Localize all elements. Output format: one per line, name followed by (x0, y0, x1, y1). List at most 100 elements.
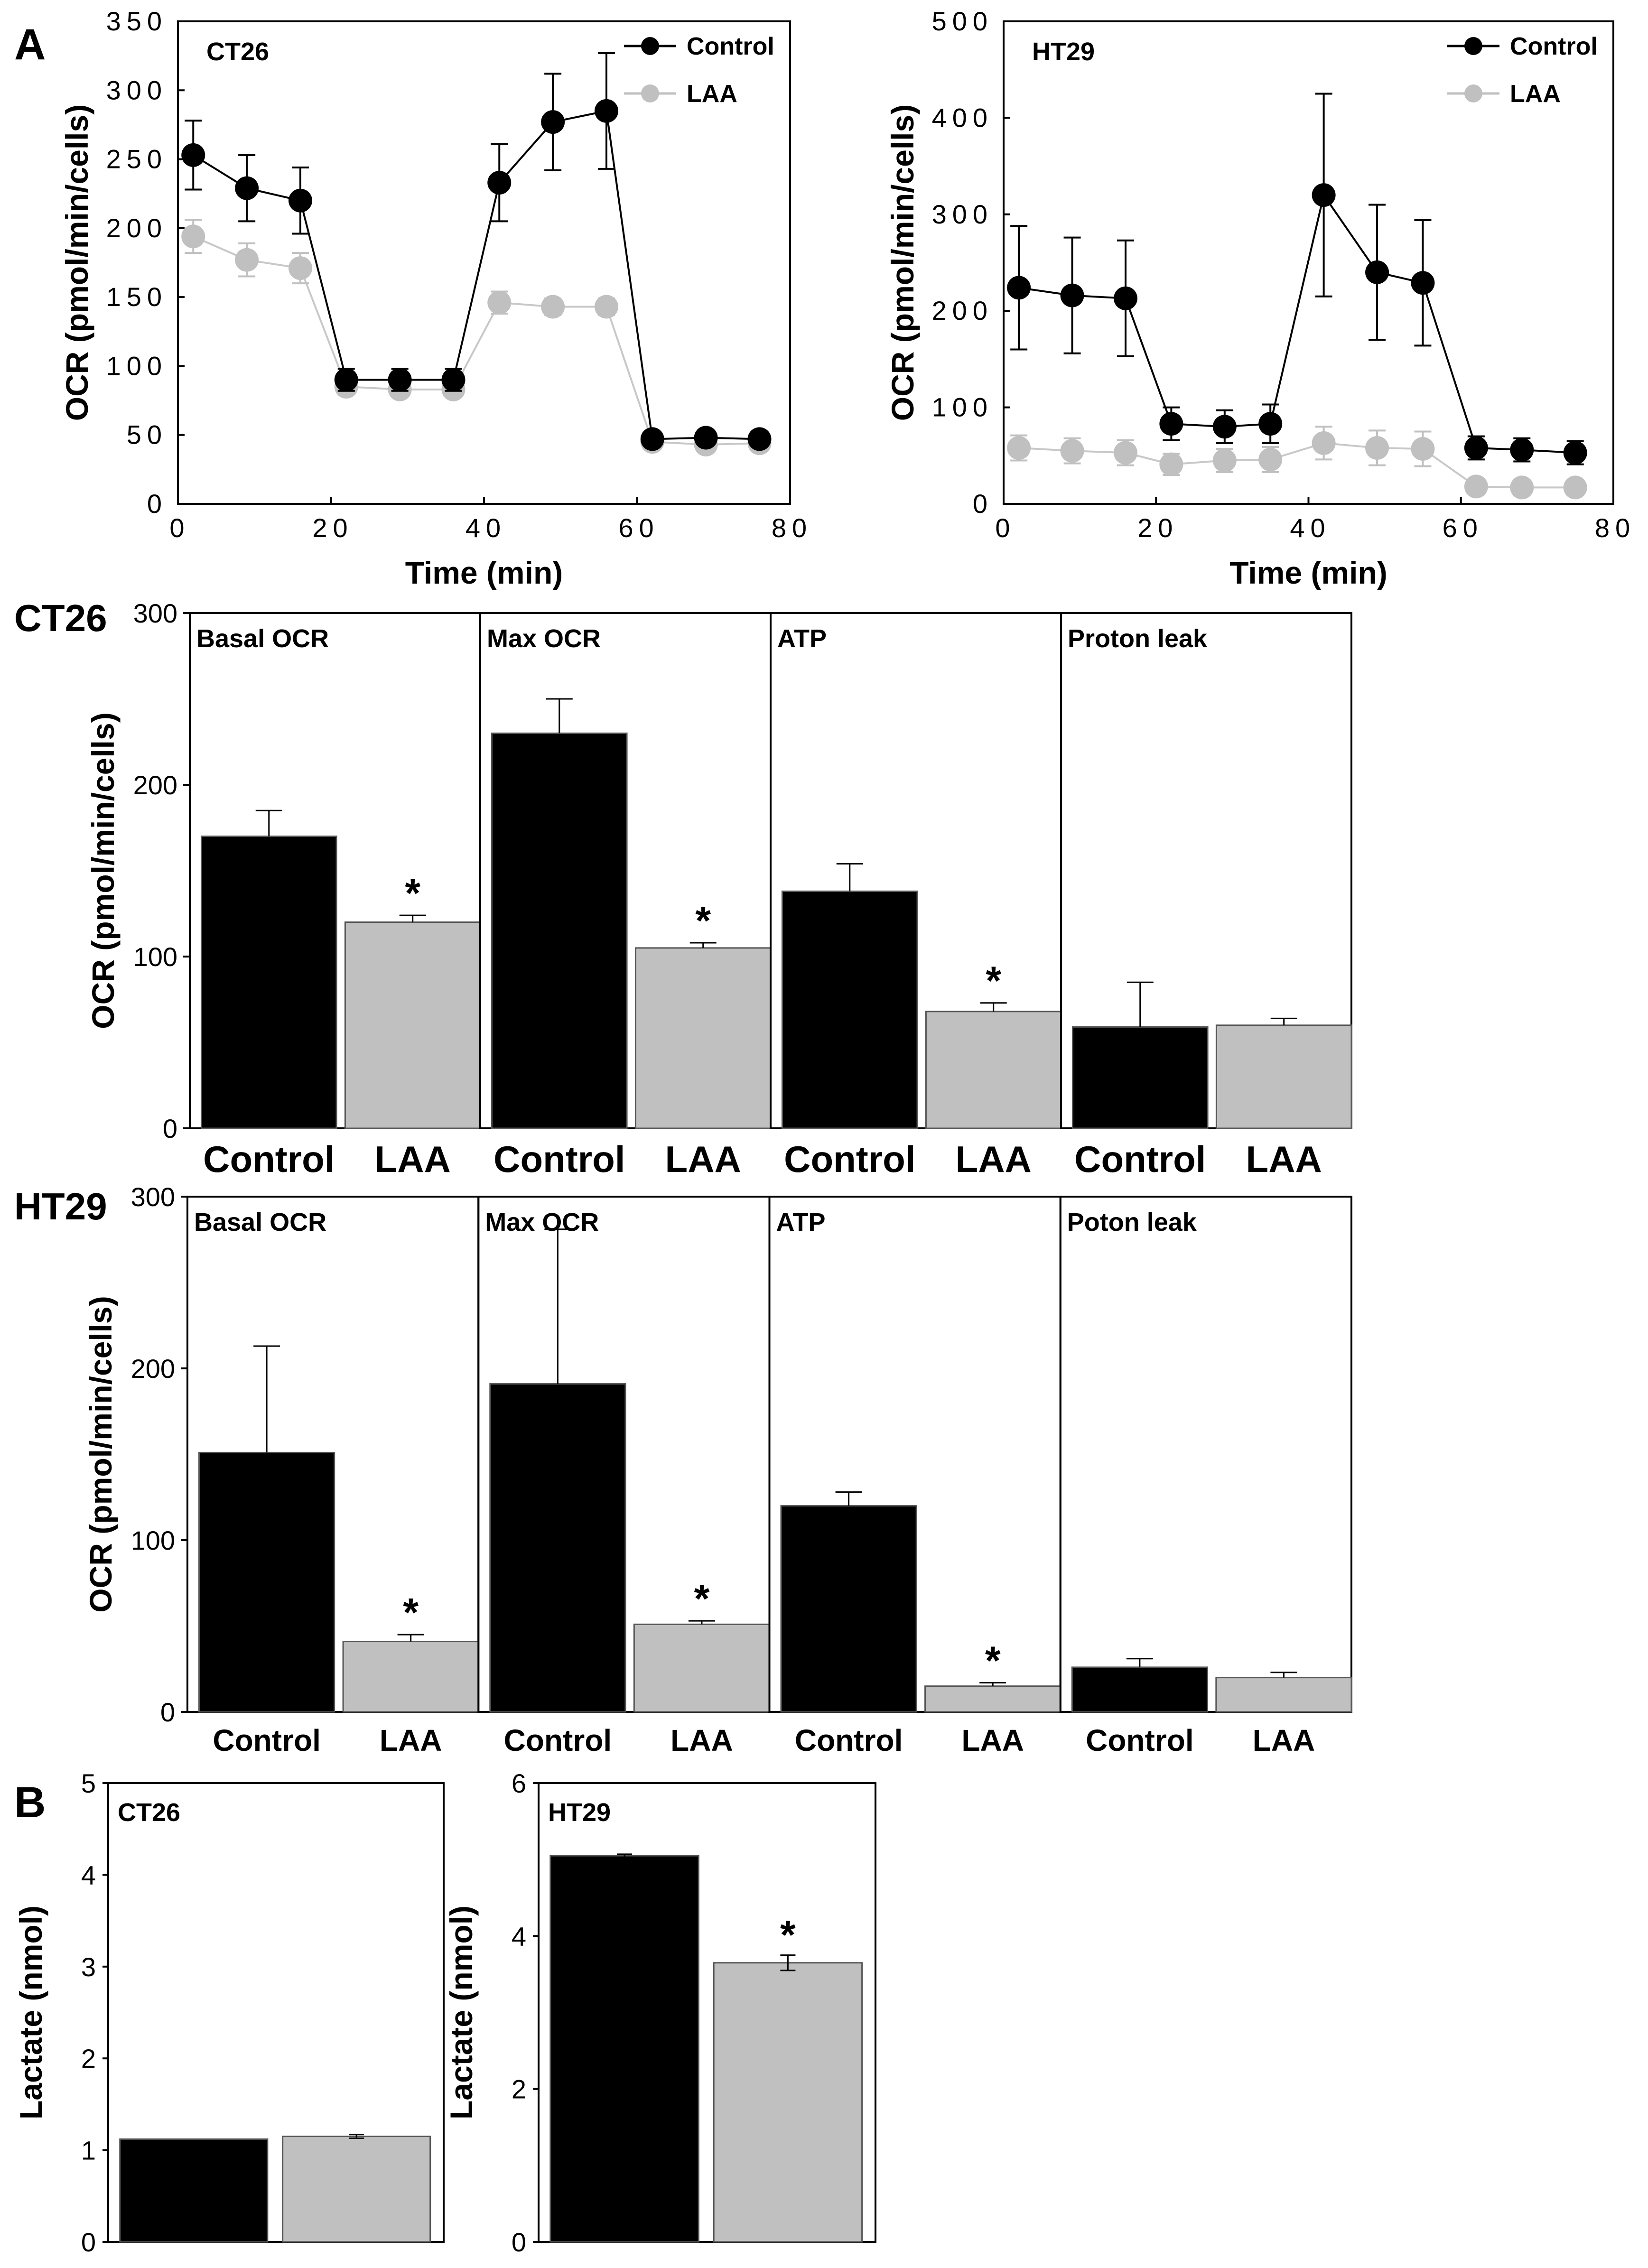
y-tick-label: 2 (81, 2044, 96, 2073)
control-data-point (1312, 183, 1336, 207)
x-tick-label: 40 (1290, 513, 1331, 543)
y-tick-label: 350 (106, 6, 168, 36)
panel-a-label: A (14, 20, 46, 69)
control-data-point (1411, 271, 1435, 295)
control-data-point (541, 110, 565, 134)
x-tick-label: 80 (1595, 513, 1636, 543)
control-bar (1071, 1666, 1208, 1713)
category-label: LAA (375, 1138, 451, 1180)
category-label: Control (570, 2267, 679, 2268)
ct26-time-course-chart: 0 50 100 150 200 250 300 350 0 20 40 60 80 Time (min)… (59, 6, 812, 590)
laa-data-point (1365, 436, 1389, 460)
y-tick-label: 300 (106, 75, 168, 105)
category-label: LAA (380, 1723, 442, 1757)
laa-data-point (1312, 431, 1336, 455)
significance-marker: * (985, 1638, 1001, 1682)
ht29-row-label: HT29 (14, 1185, 107, 1227)
laa-bar (1215, 1677, 1352, 1713)
legend-label: LAA (687, 80, 737, 108)
laa-bar (924, 1685, 1061, 1713)
significance-marker: * (986, 958, 1001, 1003)
laa-data-point (541, 295, 565, 319)
laa-bar (1215, 1024, 1352, 1129)
panel-b-label: B (14, 1778, 46, 1827)
laa-bar (344, 921, 481, 1129)
ht29-ocr-bar-chart: 0 100 200 300 OCR (pmol/min/cells) Basal OCR C… (83, 1182, 1352, 1757)
category-label: Control (784, 1138, 915, 1180)
control-data-point (1464, 436, 1488, 460)
plot-frame (538, 1782, 876, 2243)
control-data-point (1510, 438, 1534, 462)
legend-label: Control (687, 33, 774, 60)
y-tick-label: 200 (106, 213, 168, 243)
y-axis-label: OCR (pmol/min/cells) (85, 712, 121, 1029)
legend-label: LAA (1510, 80, 1561, 108)
laa-series-line (1019, 442, 1575, 489)
x-tick-label: 80 (772, 513, 812, 543)
y-tick-label: 0 (163, 1114, 177, 1143)
ct26-row-label: CT26 (14, 597, 107, 639)
category-label: LAA (670, 1723, 733, 1757)
laa-bar (282, 2136, 431, 2243)
category-label: Control (504, 1723, 612, 1757)
legend-marker (1464, 84, 1482, 102)
y-tick-label: 50 (127, 420, 168, 450)
category-label: Control (213, 1723, 321, 1757)
laa-bar (713, 1962, 863, 2243)
y-tick-label: 100 (932, 392, 993, 422)
control-data-point (694, 426, 718, 450)
y-tick-label: 0 (147, 489, 168, 519)
category-label: Control (203, 1138, 335, 1180)
ht29-lactate-chart: 0 2 4 6 Lactate (nmol) HT29 Control * LAA (444, 1768, 876, 2268)
laa-data-point (1212, 448, 1237, 473)
y-tick-label: 2 (512, 2074, 526, 2104)
legend-marker (1464, 37, 1482, 55)
x-tick-label: 0 (995, 513, 1015, 543)
significance-marker: * (403, 1590, 419, 1635)
y-tick-label: 200 (131, 1354, 175, 1384)
y-tick-label: 0 (81, 2227, 96, 2257)
control-data-point (441, 368, 466, 392)
significance-marker: * (695, 898, 711, 943)
category-label: LAA (325, 2267, 388, 2268)
subpanel-title: Basal OCR (194, 1208, 326, 1236)
control-data-point (235, 176, 259, 200)
laa-data-point (1510, 475, 1534, 500)
laa-data-point (1563, 475, 1587, 500)
y-tick-label: 300 (131, 1182, 175, 1212)
x-tick-label: 40 (466, 513, 506, 543)
y-tick-label: 0 (973, 489, 993, 519)
control-series-line (1018, 193, 1575, 454)
laa-data-point (1411, 437, 1435, 461)
control-bar (549, 1855, 699, 2243)
subpanel-frame (1059, 1196, 1352, 1713)
ct26-ocr-bar-chart: 0 100 200 300 OCR (pmol/min/cells) Basal OCR C… (85, 598, 1352, 1180)
laa-bar (925, 1011, 1062, 1129)
control-bar (1071, 1026, 1209, 1129)
laa-data-point (1159, 452, 1183, 476)
control-data-point (388, 368, 412, 392)
control-data-point (289, 188, 312, 213)
y-tick-label: 200 (932, 296, 993, 325)
category-label: LAA (961, 1723, 1024, 1757)
control-data-point (1212, 415, 1237, 439)
laa-data-point (1114, 441, 1137, 465)
control-bar (780, 1505, 917, 1713)
x-tick-label: 60 (618, 513, 659, 543)
plot-frame (107, 1782, 445, 2243)
chart-title: CT26 (118, 1798, 180, 1827)
laa-data-point (1464, 474, 1488, 499)
x-tick-label: 0 (169, 513, 190, 543)
y-tick-label: 6 (512, 1768, 526, 1798)
subpanel-title: Max OCR (487, 624, 601, 653)
laa-data-point (181, 224, 205, 249)
y-axis-label: OCR (pmol/min/cells) (83, 1296, 118, 1612)
laa-data-point (1007, 436, 1031, 460)
laa-data-point (1258, 447, 1283, 472)
laa-data-point (289, 256, 312, 280)
control-data-point (595, 99, 618, 123)
y-tick-label: 500 (932, 6, 993, 36)
control-bar (781, 890, 918, 1129)
y-tick-label: 300 (932, 199, 993, 229)
